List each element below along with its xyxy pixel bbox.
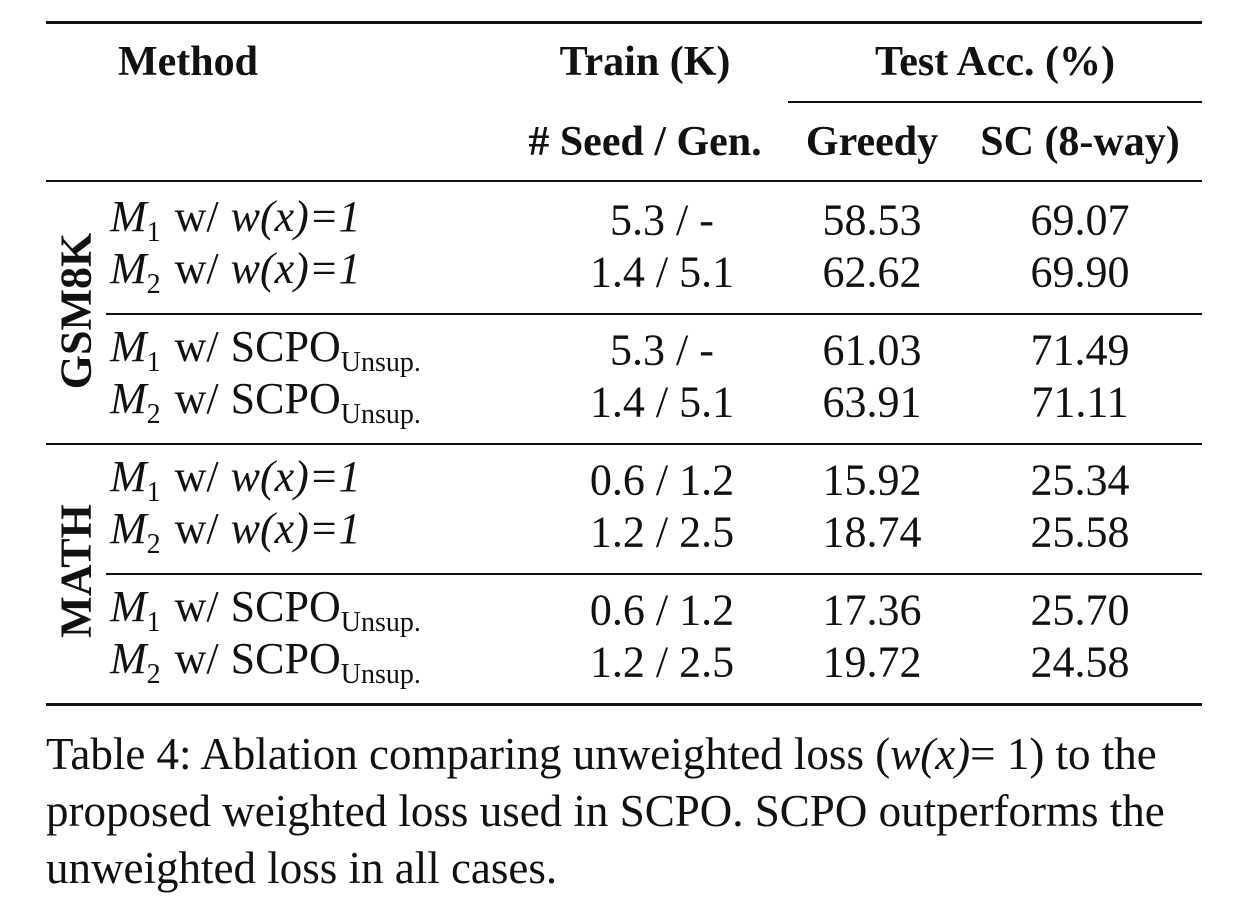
with: w/ xyxy=(174,582,219,631)
caption-text: . xyxy=(732,786,755,836)
greedy-cell: 58.53 xyxy=(822,195,922,245)
model-index: 1 xyxy=(146,217,161,248)
row-rule xyxy=(46,443,1202,445)
header-greedy: Greedy xyxy=(805,119,939,165)
sc-cell: 25.34 xyxy=(1030,455,1130,505)
greedy-cell: 15.92 xyxy=(822,455,922,505)
train-cell: 1.2 / 2.5 xyxy=(589,507,735,557)
sc-cell: 25.70 xyxy=(1030,585,1130,635)
header-train: Train (K) xyxy=(559,39,731,85)
sc-cell: 71.49 xyxy=(1030,325,1130,375)
caption-math: w(x) xyxy=(890,729,971,779)
train-cell: 1.4 / 5.1 xyxy=(589,247,735,297)
header-sc: SC (8-way) xyxy=(980,119,1180,165)
model: M xyxy=(110,244,147,293)
loss: SCPO xyxy=(230,322,341,371)
model: M xyxy=(110,582,147,631)
model-index: 2 xyxy=(146,529,161,560)
loss: w(x)=1 xyxy=(230,244,361,293)
method-cell: M2 w/SCPOUnsup. xyxy=(110,373,421,431)
model-index: 1 xyxy=(146,607,161,638)
header-method: Method xyxy=(118,39,258,85)
caption-text: outperforms the unweighted loss in all c… xyxy=(46,786,1165,893)
with: w/ xyxy=(174,322,219,371)
sc-cell: 25.58 xyxy=(1030,507,1130,557)
caption-method: SCPO xyxy=(619,786,733,836)
train-cell: 1.4 / 5.1 xyxy=(589,377,735,427)
model-index: 1 xyxy=(146,477,161,508)
greedy-cell: 17.36 xyxy=(822,585,922,635)
method-cell: M1 w/w(x)=1 xyxy=(110,451,361,509)
method-cell: M2 w/SCPOUnsup. xyxy=(110,633,421,691)
loss: w(x)=1 xyxy=(230,504,361,553)
sc-cell: 71.11 xyxy=(1031,377,1129,427)
bottom-rule xyxy=(46,703,1202,706)
row-rule xyxy=(106,313,1202,315)
model: M xyxy=(110,192,147,241)
loss: SCPO xyxy=(230,374,341,423)
greedy-cell: 63.91 xyxy=(822,377,922,427)
model-index: 2 xyxy=(146,399,161,430)
method-cell: M2 w/w(x)=1 xyxy=(110,243,361,301)
test-rule xyxy=(788,101,1202,103)
greedy-cell: 18.74 xyxy=(822,507,922,557)
loss-sub: Unsup. xyxy=(340,399,421,430)
method-cell: M1 w/w(x)=1 xyxy=(110,191,361,249)
method-cell: M1 w/SCPOUnsup. xyxy=(110,581,421,639)
model: M xyxy=(110,322,147,371)
sc-cell: 24.58 xyxy=(1030,637,1130,687)
header-test: Test Acc. (%) xyxy=(875,39,1115,85)
loss: SCPO xyxy=(230,634,341,683)
greedy-cell: 19.72 xyxy=(822,637,922,687)
with: w/ xyxy=(174,374,219,423)
header-train-sub: # Seed / Gen. xyxy=(528,119,762,165)
train-cell: 5.3 / - xyxy=(610,325,714,375)
model-index: 1 xyxy=(146,347,161,378)
group-label: GSM8K xyxy=(51,232,101,390)
header-rule xyxy=(46,180,1202,182)
method-cell: M2 w/w(x)=1 xyxy=(110,503,361,561)
with: w/ xyxy=(174,244,219,293)
method-cell: M1 w/SCPOUnsup. xyxy=(110,321,421,379)
with: w/ xyxy=(174,504,219,553)
caption-method: SCPO xyxy=(754,786,868,836)
sc-cell: 69.07 xyxy=(1030,195,1130,245)
greedy-cell: 61.03 xyxy=(822,325,922,375)
loss-sub: Unsup. xyxy=(340,347,421,378)
model: M xyxy=(110,452,147,501)
loss-sub: Unsup. xyxy=(340,659,421,690)
loss-sub: Unsup. xyxy=(340,607,421,638)
sc-cell: 69.90 xyxy=(1030,247,1130,297)
model: M xyxy=(110,634,147,683)
caption: Table 4: Ablation comparing unweighted l… xyxy=(46,726,1196,897)
train-cell: 0.6 / 1.2 xyxy=(589,585,735,635)
train-cell: 5.3 / - xyxy=(610,195,714,245)
row-rule xyxy=(106,573,1202,575)
loss: w(x)=1 xyxy=(230,452,361,501)
model-index: 2 xyxy=(146,269,161,300)
top-rule xyxy=(46,21,1202,24)
with: w/ xyxy=(174,452,219,501)
train-cell: 0.6 / 1.2 xyxy=(589,455,735,505)
model: M xyxy=(110,504,147,553)
loss: SCPO xyxy=(230,582,341,631)
caption-text: Table 4: Ablation comparing unweighted l… xyxy=(46,729,891,779)
with: w/ xyxy=(174,634,219,683)
train-cell: 1.2 / 2.5 xyxy=(589,637,735,687)
model: M xyxy=(110,374,147,423)
caption-text: = xyxy=(970,729,996,779)
greedy-cell: 62.62 xyxy=(822,247,922,297)
model-index: 2 xyxy=(146,659,161,690)
loss: w(x)=1 xyxy=(230,192,361,241)
group-label: MATH xyxy=(51,504,101,638)
with: w/ xyxy=(174,192,219,241)
caption-text: 1) to the proposed weighted loss used in xyxy=(46,729,1157,836)
